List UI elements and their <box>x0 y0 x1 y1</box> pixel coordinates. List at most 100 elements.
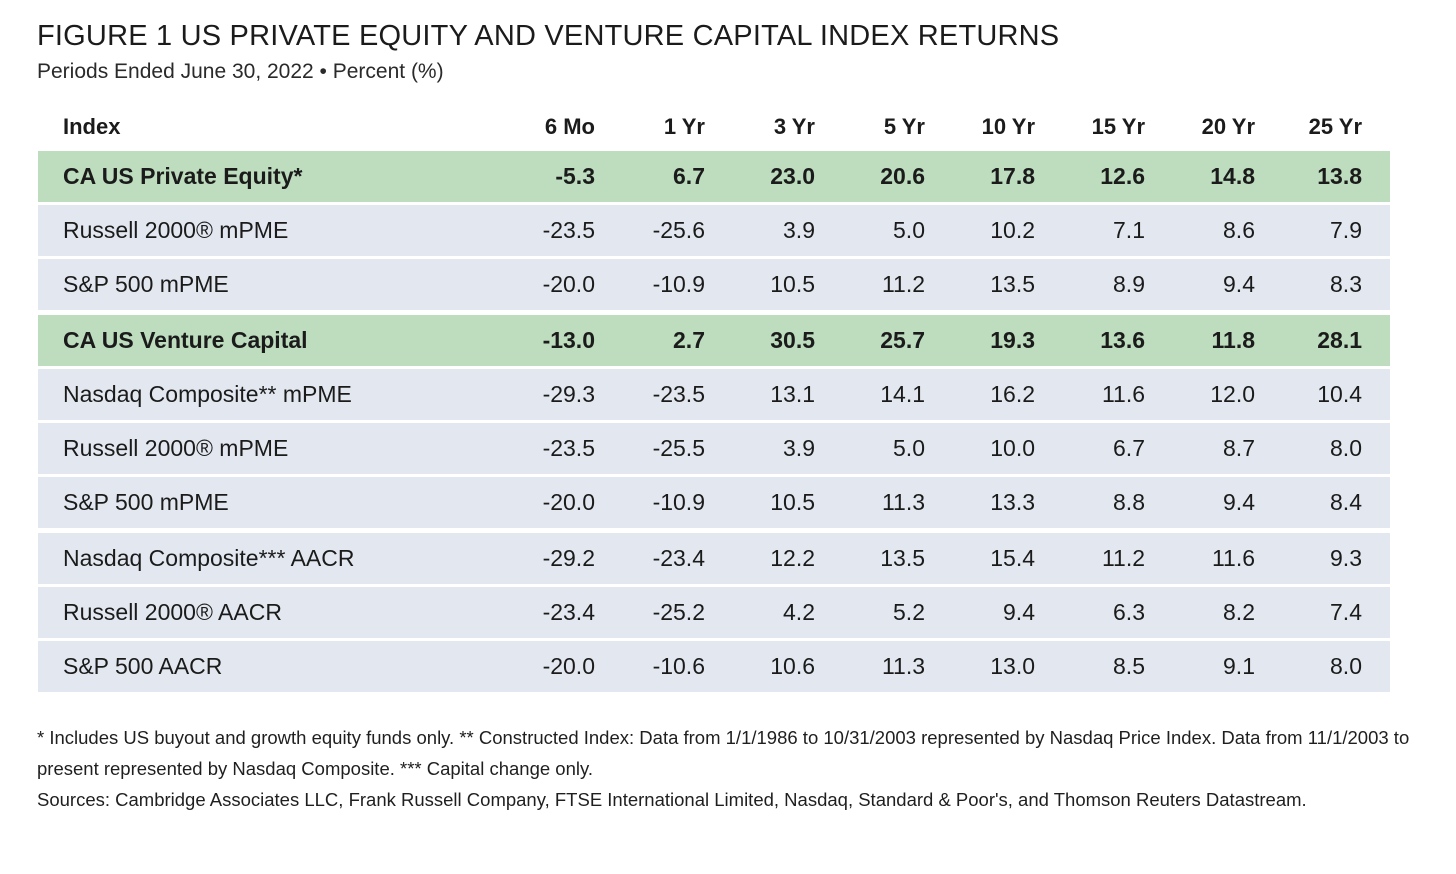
row-value-cell: 23.0 <box>770 163 815 189</box>
row-index-name: Nasdaq Composite** mPME <box>63 381 352 407</box>
row-value-cell: 13.3 <box>990 489 1035 515</box>
column-header-20yr: 20 Yr <box>1201 113 1255 139</box>
row-value-cell: 13.0 <box>990 653 1035 679</box>
row-value-cell: 11.6 <box>1211 545 1255 571</box>
column-header-10yr: 10 Yr <box>981 113 1035 139</box>
row-value-cell: -5.3 <box>555 163 595 189</box>
row-value-cell: 11.6 <box>1101 381 1145 407</box>
row-value-cell: 8.3 <box>1330 271 1362 297</box>
row-value-cell: -23.4 <box>542 599 595 625</box>
row-value-cell: 10.2 <box>990 217 1035 243</box>
row-value-cell: -20.0 <box>542 271 595 297</box>
row-value-cell: -25.2 <box>652 599 705 625</box>
row-value-cell: 8.8 <box>1113 489 1145 515</box>
row-value-cell: -23.5 <box>652 381 705 407</box>
row-value-cell: 15.4 <box>990 545 1035 571</box>
returns-table: Index 6 Mo 1 Yr 3 Yr 5 Yr 10 Yr 15 Yr 20… <box>38 102 1390 695</box>
row-value-cell: 8.2 <box>1223 599 1255 625</box>
row-value-cell: 19.3 <box>990 327 1035 353</box>
row-value-cell: 14.1 <box>880 381 925 407</box>
column-header-1yr: 1 Yr <box>663 113 705 139</box>
figure-title: FIGURE 1 US PRIVATE EQUITY AND VENTURE C… <box>37 20 1060 52</box>
row-value-cell: 6.7 <box>1113 435 1145 461</box>
row-value-cell: 10.0 <box>990 435 1035 461</box>
table-row: Nasdaq Composite** mPME -29.3 -23.5 13.1 14.… <box>38 369 1390 420</box>
row-value-cell: -25.5 <box>652 435 705 461</box>
footnote-text: * Includes US buyout and growth equity f… <box>37 727 1410 779</box>
row-value-cell: 8.5 <box>1113 653 1145 679</box>
row-value-cell: 13.6 <box>1100 327 1145 353</box>
row-value-cell: -29.2 <box>542 545 595 571</box>
row-value-cell: 28.1 <box>1317 327 1362 353</box>
row-index-name: CA US Private Equity* <box>63 163 303 189</box>
row-value-cell: 12.0 <box>1210 381 1255 407</box>
row-index-name: S&P 500 mPME <box>63 489 229 515</box>
row-value-cell: 13.5 <box>990 271 1035 297</box>
row-value-cell: 6.3 <box>1113 599 1145 625</box>
row-index-name: Russell 2000® mPME <box>63 217 289 243</box>
row-value-cell: 5.2 <box>893 599 925 625</box>
row-value-cell: 9.4 <box>1003 599 1035 625</box>
row-value-cell: 4.2 <box>783 599 815 625</box>
row-value-cell: 8.9 <box>1113 271 1145 297</box>
table-row: Russell 2000® mPME -23.5 -25.5 3.9 5.0 10.0 6.… <box>38 423 1390 474</box>
column-header-5yr: 5 Yr <box>883 113 925 139</box>
row-value-cell: -20.0 <box>542 653 595 679</box>
row-value-cell: 5.0 <box>893 435 925 461</box>
row-value-cell: 7.1 <box>1113 217 1145 243</box>
row-value-cell: -23.5 <box>542 435 595 461</box>
row-value-cell: 10.5 <box>770 271 815 297</box>
row-value-cell: -13.0 <box>542 327 595 353</box>
table-row: CA US Venture Capital -13.0 2.7 30.5 25.7 19.… <box>38 315 1390 366</box>
column-header-25yr: 25 Yr <box>1308 113 1362 139</box>
row-value-cell: 8.4 <box>1330 489 1362 515</box>
sources-text: Sources: Cambridge Associates LLC, Frank… <box>37 789 1307 810</box>
figure-subtitle: Periods Ended June 30, 2022 • Percent (%… <box>37 60 444 83</box>
table-row: Russell 2000® AACR -23.4 -25.2 4.2 5.2 9.4 6.3… <box>38 587 1390 638</box>
column-header-6mo: 6 Mo <box>544 113 595 139</box>
row-value-cell: -25.6 <box>652 217 705 243</box>
row-value-cell: -10.6 <box>652 653 705 679</box>
row-value-cell: -29.3 <box>542 381 595 407</box>
row-value-cell: 12.2 <box>770 545 815 571</box>
row-index-name: S&P 500 mPME <box>63 271 229 297</box>
table-row: S&P 500 mPME -20.0 -10.9 10.5 11.3 13.3 8.8 9.4… <box>38 477 1390 528</box>
row-value-cell: 5.0 <box>893 217 925 243</box>
table-row: Russell 2000® mPME -23.5 -25.6 3.9 5.0 10.2 7.… <box>38 205 1390 256</box>
row-value-cell: 8.7 <box>1223 435 1255 461</box>
row-value-cell: 13.8 <box>1317 163 1362 189</box>
row-value-cell: 10.4 <box>1317 381 1362 407</box>
row-value-cell: -20.0 <box>542 489 595 515</box>
row-value-cell: 8.0 <box>1330 653 1362 679</box>
row-value-cell: 10.5 <box>770 489 815 515</box>
notes: * Includes US buyout and growth equity f… <box>37 722 1427 815</box>
column-header-index: Index <box>63 113 121 139</box>
row-value-cell: 17.8 <box>990 163 1035 189</box>
row-value-cell: 8.6 <box>1223 217 1255 243</box>
row-value-cell: 14.8 <box>1210 163 1255 189</box>
row-value-cell: 25.7 <box>880 327 925 353</box>
table-row: CA US Private Equity* -5.3 6.7 23.0 20.6 17.8… <box>38 151 1390 202</box>
row-value-cell: 13.1 <box>770 381 815 407</box>
table-header-row: Index 6 Mo 1 Yr 3 Yr 5 Yr 10 Yr 15 Yr 20… <box>38 102 1390 151</box>
row-value-cell: 10.6 <box>770 653 815 679</box>
row-value-cell: 11.3 <box>881 489 925 515</box>
table-row: Nasdaq Composite*** AACR -29.2 -23.4 12.2 13… <box>38 533 1390 584</box>
row-value-cell: 16.2 <box>990 381 1035 407</box>
row-value-cell: 9.4 <box>1223 271 1255 297</box>
row-index-name: S&P 500 AACR <box>63 653 223 679</box>
row-value-cell: 3.9 <box>783 435 815 461</box>
table-row: S&P 500 mPME -20.0 -10.9 10.5 11.2 13.5 8.9 9.4… <box>38 259 1390 310</box>
row-value-cell: -10.9 <box>652 489 705 515</box>
row-index-name: CA US Venture Capital <box>63 327 308 353</box>
row-value-cell: 11.2 <box>1101 545 1145 571</box>
table-body: CA US Private Equity* -5.3 6.7 23.0 20.6 17.8… <box>38 151 1390 692</box>
column-header-15yr: 15 Yr <box>1091 113 1145 139</box>
column-header-3yr: 3 Yr <box>773 113 815 139</box>
row-value-cell: 13.5 <box>880 545 925 571</box>
row-value-cell: 7.9 <box>1330 217 1362 243</box>
row-value-cell: 7.4 <box>1330 599 1362 625</box>
row-value-cell: 12.6 <box>1100 163 1145 189</box>
row-value-cell: 2.7 <box>673 327 705 353</box>
row-index-name: Russell 2000® mPME <box>63 435 289 461</box>
